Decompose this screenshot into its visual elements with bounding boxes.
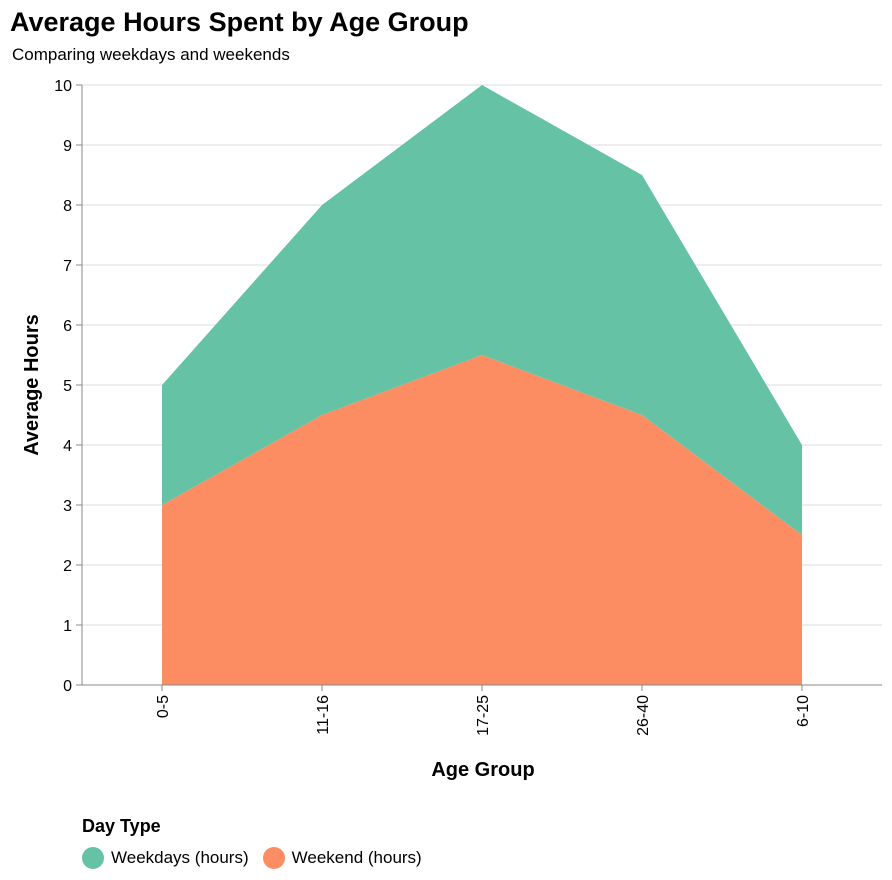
y-tick-label: 8 xyxy=(63,198,72,215)
area-series-1 xyxy=(162,85,802,535)
y-tick-label: 1 xyxy=(63,618,72,635)
legend-title: Day Type xyxy=(82,816,161,836)
y-tick-label: 0 xyxy=(63,678,72,695)
axes: 0 1 2 3 4 5 6 7 8 9 10 0-5 11-16 17-25 26-40 6-10 xyxy=(54,78,882,736)
y-tick-label: 10 xyxy=(54,78,72,95)
legend-label-weekdays: Weekdays (hours) xyxy=(111,848,249,867)
areas xyxy=(162,85,802,685)
y-axis-title: Average Hours xyxy=(21,314,43,456)
x-axis-title: Age Group xyxy=(431,759,534,781)
x-tick-label: 0-5 xyxy=(155,695,172,718)
legend-label-weekend: Weekend (hours) xyxy=(291,848,422,867)
x-tick-label: 26-40 xyxy=(635,695,652,736)
legend-item-weekdays: Weekdays (hours) xyxy=(82,847,249,869)
area-series-0 xyxy=(162,355,802,685)
chart-title: Average Hours Spent by Age Group xyxy=(10,7,469,37)
y-tick-label: 3 xyxy=(63,498,72,515)
y-tick-label: 6 xyxy=(63,318,72,335)
legend-swatch-weekdays xyxy=(82,847,104,869)
legend-swatch-weekend xyxy=(262,847,285,869)
x-tick-label: 11-16 xyxy=(315,695,332,735)
y-tick-label: 9 xyxy=(63,138,72,155)
y-tick-label: 4 xyxy=(63,438,72,455)
legend: Weekdays (hours) Weekend (hours) xyxy=(82,847,436,869)
y-tick-label: 7 xyxy=(63,258,72,275)
y-tick-label: 5 xyxy=(63,378,72,395)
x-tick-label: 6-10 xyxy=(795,695,812,727)
chart-subtitle: Comparing weekdays and weekends xyxy=(12,45,290,64)
legend-item-weekend: Weekend (hours) xyxy=(262,847,422,869)
y-tick-label: 2 xyxy=(63,558,72,575)
x-tick-label: 17-25 xyxy=(475,695,492,736)
